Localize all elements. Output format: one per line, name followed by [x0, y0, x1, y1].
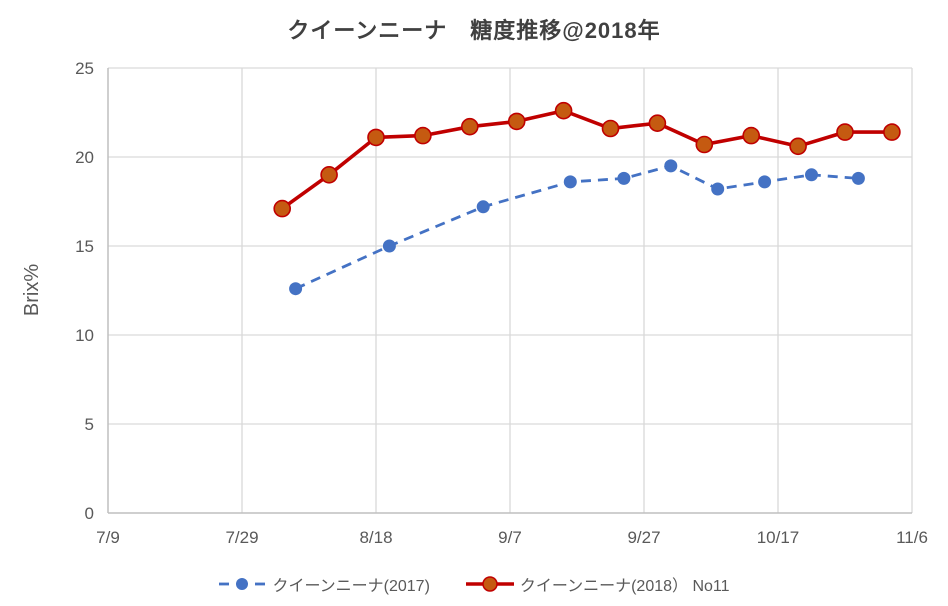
data-point-marker: [289, 282, 303, 296]
legend-item-2017: クイーンニーナ(2017): [218, 572, 430, 596]
legend-item-label: クイーンニーナ(2017): [272, 578, 430, 595]
y-tick-label: 0: [85, 504, 94, 523]
data-point-marker: [617, 171, 631, 185]
data-point-marker: [563, 175, 577, 189]
data-point-marker: [273, 199, 292, 218]
y-tick-label: 10: [75, 326, 94, 345]
data-point-marker: [507, 112, 526, 131]
y-tick-label: 5: [85, 415, 94, 434]
chart-title: クイーンニーナ 糖度推移@2018年: [287, 18, 661, 43]
data-point-marker: [320, 166, 338, 184]
data-point-marker: [836, 123, 854, 141]
y-tick-label: 20: [75, 148, 94, 167]
data-point-marker: [883, 123, 901, 141]
x-tick-label: 10/17: [757, 528, 800, 547]
data-point-marker: [758, 175, 772, 189]
data-point-marker: [367, 128, 385, 147]
data-point-marker: [476, 200, 490, 214]
data-point-marker: [554, 101, 573, 120]
legend-item-2018: クイーンニーナ(2018） No11: [465, 572, 730, 596]
y-tick-label: 25: [75, 59, 94, 78]
legend-swatch-dashed-line-icon: [219, 578, 266, 590]
x-tick-label: 8/18: [359, 528, 392, 547]
x-tick-label: 9/7: [498, 528, 522, 547]
data-point-marker: [601, 119, 620, 138]
data-point-marker: [664, 159, 678, 173]
legend-item-label: クイーンニーナ(2018） No11: [519, 578, 730, 595]
x-tick-label: 9/27: [627, 528, 660, 547]
data-point-marker: [711, 182, 725, 196]
data-point-marker: [695, 135, 714, 154]
legend-swatch-solid-line-icon: [465, 576, 514, 592]
data-point-marker: [789, 137, 807, 156]
data-point-marker: [805, 168, 818, 182]
legend: クイーンニーナ(2017) クイーンニーナ(2018） No11: [0, 572, 948, 596]
x-tick-label: 7/29: [225, 528, 258, 547]
y-tick-label: 15: [75, 237, 94, 256]
data-point-marker: [851, 171, 865, 185]
data-point-marker: [414, 126, 432, 145]
x-tick-label: 7/9: [96, 528, 120, 547]
data-point-marker: [460, 117, 479, 136]
series-line-2017: [295, 164, 859, 290]
data-point-marker: [648, 114, 667, 132]
series-line-2018: [281, 108, 892, 211]
data-point-marker: [382, 239, 396, 253]
x-tick-label: 11/6: [896, 528, 928, 547]
data-point-marker: [742, 126, 761, 145]
